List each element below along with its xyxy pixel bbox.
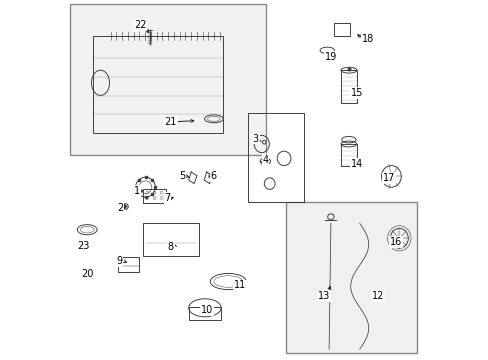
Bar [188, 307, 221, 320]
Text: 15: 15 [350, 88, 362, 98]
Bar [333, 23, 349, 36]
Bar [118, 257, 139, 272]
Bar [142, 223, 199, 256]
Bar [142, 189, 166, 203]
Text: 23: 23 [77, 240, 89, 251]
Bar [70, 4, 265, 155]
Text: 8: 8 [167, 242, 173, 252]
Text: 3: 3 [252, 134, 258, 144]
Bar [93, 36, 223, 133]
Text: 1: 1 [134, 186, 140, 196]
Text: 2: 2 [117, 203, 123, 213]
Text: 16: 16 [389, 237, 401, 247]
Bar [247, 113, 303, 202]
Text: 18: 18 [361, 34, 373, 44]
Bar [285, 202, 416, 353]
Text: 6: 6 [210, 171, 217, 181]
Text: 4: 4 [262, 155, 268, 165]
Text: 21: 21 [164, 117, 177, 127]
Bar [340, 144, 356, 166]
Text: 14: 14 [350, 159, 362, 169]
Text: 13: 13 [317, 291, 329, 301]
Text: 9: 9 [116, 256, 122, 266]
Text: 10: 10 [200, 305, 212, 315]
Text: 20: 20 [81, 269, 94, 279]
Text: 11: 11 [234, 280, 246, 291]
Text: 7: 7 [164, 193, 170, 203]
Text: 12: 12 [371, 291, 384, 301]
Bar [340, 70, 356, 103]
Text: 17: 17 [382, 173, 395, 183]
Text: 19: 19 [324, 52, 336, 62]
Text: 22: 22 [134, 20, 146, 30]
Text: 5: 5 [179, 171, 185, 181]
